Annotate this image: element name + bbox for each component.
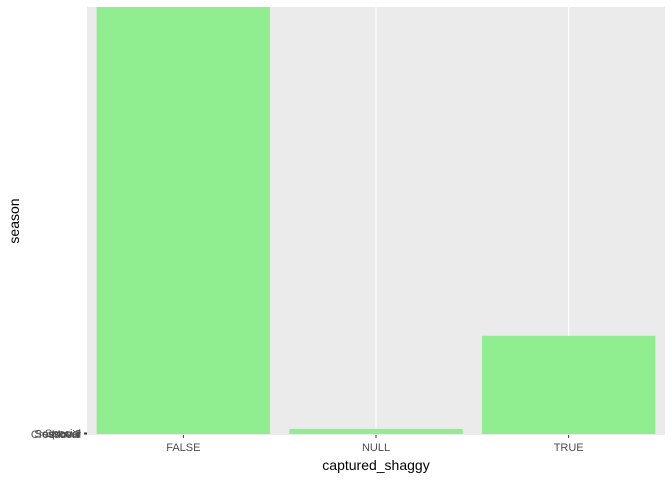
x-axis-title: captured_shaggy bbox=[322, 457, 429, 473]
y-tick-label: Movie bbox=[52, 429, 81, 441]
y-tick-label: Crossover bbox=[31, 429, 81, 441]
x-axis-ticks: FALSE NULL TRUE bbox=[166, 435, 584, 454]
y-tick-label: Special bbox=[45, 428, 81, 440]
x-tick-label: NULL bbox=[362, 442, 390, 454]
y-tick-label: Season 1 bbox=[35, 429, 81, 441]
bar-null bbox=[289, 428, 463, 434]
bars bbox=[96, 7, 656, 434]
x-tick-label: TRUE bbox=[554, 442, 584, 454]
y-axis-title: season bbox=[6, 198, 22, 243]
bar-true bbox=[481, 335, 656, 434]
x-tick-label: FALSE bbox=[166, 442, 200, 454]
y-tick-label: Season 2 bbox=[35, 428, 81, 440]
bar-false bbox=[96, 7, 271, 434]
